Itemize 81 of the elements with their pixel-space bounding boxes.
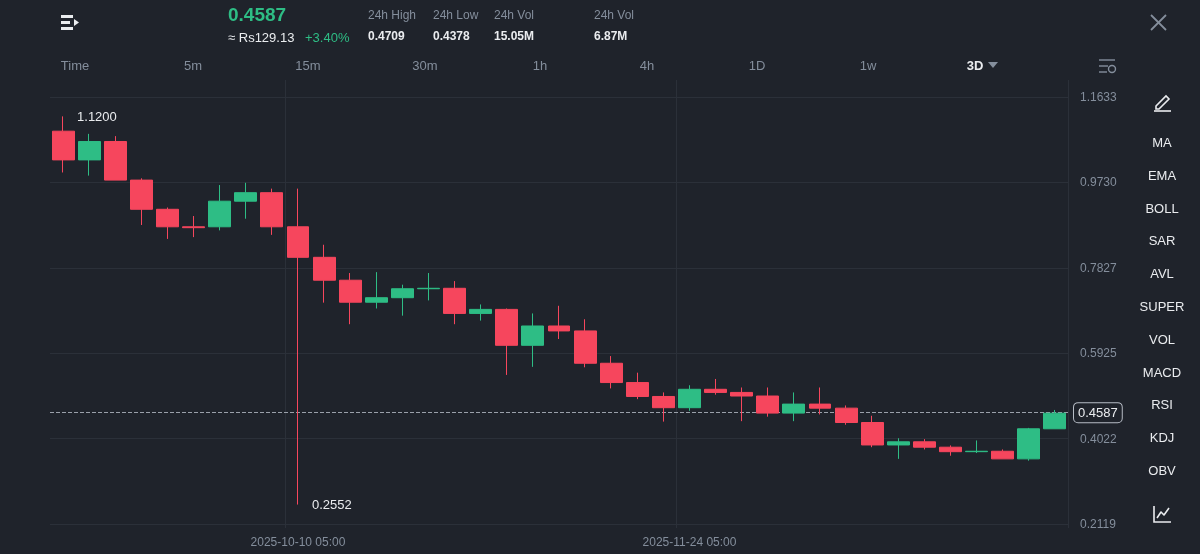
x-tick-label: 2025-10-10 05:00 <box>250 535 346 549</box>
ref-line-label: 0.4587 <box>1078 405 1118 421</box>
candlestick <box>652 391 675 423</box>
text: KDJ <box>1148 430 1176 446</box>
y-tick-label: 0.5925 <box>1080 346 1118 361</box>
candlestick <box>287 188 309 506</box>
candlestick <box>887 437 910 460</box>
text: 4h <box>638 58 656 73</box>
candlestick <box>574 318 597 368</box>
candlestick <box>913 438 936 450</box>
text: 0.4378 <box>433 29 470 43</box>
candlestick <box>991 448 1014 460</box>
y-tick-label: 0.9730 <box>1080 175 1118 190</box>
candlestick <box>704 378 727 396</box>
text: 24h Vol <box>494 8 535 22</box>
candlestick <box>1043 409 1066 430</box>
y-tick-label: 0.7827 <box>1080 260 1118 275</box>
text: SUPER <box>1138 299 1186 314</box>
candlestick <box>469 303 492 322</box>
text: 0.4587 <box>228 4 287 26</box>
text: ≈ Rs129.13 <box>228 30 295 45</box>
text: 1w <box>858 58 878 73</box>
text: 24h High <box>368 8 417 22</box>
text: 24h Low <box>433 8 479 22</box>
candlestick <box>104 135 127 181</box>
text: 1h <box>531 58 549 73</box>
candlestick <box>600 355 623 389</box>
candlestick <box>861 415 884 448</box>
text: 15m <box>294 58 322 73</box>
text: OBV <box>1147 463 1177 478</box>
candlestick <box>391 284 414 317</box>
candlestick <box>756 387 779 418</box>
text: 5m <box>182 58 204 73</box>
text: 0.4709 <box>368 29 405 43</box>
text: 24h Vol <box>594 8 635 22</box>
candlestick <box>208 184 231 231</box>
annotation: 1.1200 <box>77 108 117 124</box>
text: 15.05M <box>494 29 535 43</box>
text: SAR <box>1147 233 1177 249</box>
text: AVL <box>1149 266 1175 282</box>
candlestick <box>156 206 179 240</box>
candlestick <box>339 272 362 325</box>
candlestick <box>835 404 858 426</box>
text: MACD <box>1141 364 1183 380</box>
y-tick-label: 1.1633 <box>1080 89 1118 104</box>
text: 6.87M <box>594 29 628 43</box>
text: VOL <box>1148 331 1176 347</box>
candlestick <box>548 305 570 340</box>
text: Time <box>59 58 91 73</box>
text: EMA <box>1146 167 1178 183</box>
text: RSI <box>1150 397 1174 413</box>
candlestick <box>260 188 283 236</box>
annotation: 0.2552 <box>311 497 352 513</box>
x-tick-label: 2025-11-24 05:00 <box>642 535 737 549</box>
candlestick <box>365 271 388 309</box>
candlestick <box>521 312 544 368</box>
candlestick <box>78 133 101 177</box>
y-tick-label: 0.4022 <box>1080 431 1118 446</box>
candlestick <box>52 115 75 173</box>
text: BOLL <box>1144 200 1180 216</box>
candlestick <box>182 215 205 238</box>
candlestick <box>626 372 649 400</box>
candlestick <box>234 182 257 220</box>
candlestick <box>730 387 753 422</box>
text: 3D <box>965 58 985 73</box>
text: +3.40% <box>305 30 350 45</box>
candlestick <box>130 177 153 226</box>
text: 1D <box>747 58 767 73</box>
candlestick <box>495 307 518 376</box>
candlestick <box>782 391 805 422</box>
candlestick <box>678 384 701 412</box>
candlestick <box>417 272 440 301</box>
candlestick <box>965 439 988 454</box>
candlestick <box>1017 427 1040 462</box>
y-tick-label: 0.2119 <box>1080 517 1117 531</box>
candlestick <box>939 444 962 457</box>
candlestick <box>809 387 831 415</box>
candlestick <box>443 280 466 325</box>
text: 30m <box>411 58 439 73</box>
candlestick <box>313 244 336 304</box>
text: MA <box>1151 135 1173 150</box>
